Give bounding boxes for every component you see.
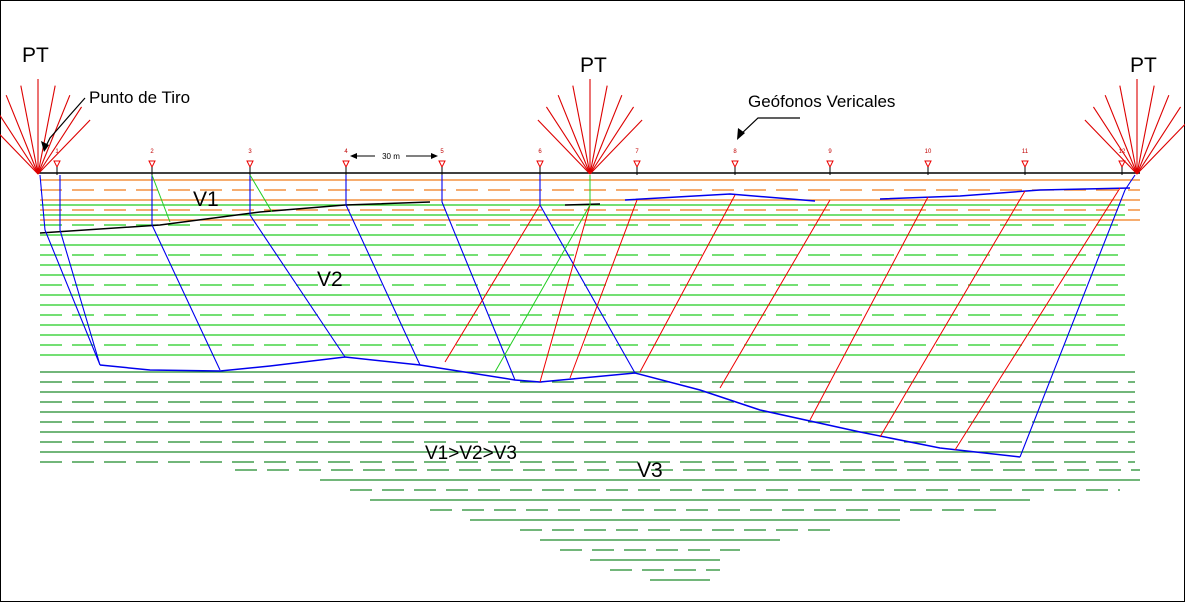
interface-v2-v3 [99,356,1021,458]
layer-v3-label: V3 [637,459,663,482]
spacing-label: 30 m [382,152,400,161]
geophone-number: 10 [925,149,932,155]
geophone-number: 2 [150,149,154,155]
shot-point-callout: Punto de Tiro [41,88,190,152]
geophone-7: 7 [633,149,641,175]
geophone-number: 11 [1022,149,1029,155]
pt-label-right: PT [1130,54,1157,77]
shot-fan-left [0,79,91,175]
interface-v1-v2 [39,187,1131,234]
spacing-marker: 30 m [350,152,438,161]
shot-fan-right [1084,79,1185,175]
geophone-number: 5 [440,149,444,155]
layer-v1-label: V1 [193,188,219,211]
geophone-11: 11 [1021,149,1029,175]
layer-v3-hatching [40,371,1140,581]
shot-point-fans [0,79,1185,175]
geophone-5: 5 [438,149,446,175]
shot-fan-center [537,79,643,175]
geophone-6: 6 [536,149,544,175]
geophone-number: 4 [344,149,348,155]
geophone-8: 8 [731,149,739,175]
geophone-number: 6 [538,149,542,155]
geophones-callout: Geófonos Vericales [737,92,895,140]
velocity-relation-label: V1>V2>V3 [425,443,517,464]
geophones-label: Geófonos Vericales [748,92,895,111]
geophone-number: 9 [828,149,832,155]
geophone-number: 7 [635,149,639,155]
geophone-1: 1 [53,149,61,175]
geophone-2: 2 [148,149,156,175]
pt-label-left: PT [22,44,49,67]
geophone-number: 3 [248,149,252,155]
pt-label-center: PT [580,54,607,77]
geophone-9: 9 [826,149,834,175]
geophone-number: 1 [55,149,59,155]
geophone-number: 8 [733,149,737,155]
shot-point-label: Punto de Tiro [89,88,190,107]
geophone-4: 4 [342,149,350,175]
geophone-array: 1 2 3 4 5 6 7 8 9 10 11 12 [53,149,1126,175]
layer-v2-hatching [40,204,1125,356]
geophone-10: 10 [924,149,932,175]
ray-paths [39,174,1136,458]
geophone-3: 3 [246,149,254,175]
layer-v2-label: V2 [317,268,343,291]
